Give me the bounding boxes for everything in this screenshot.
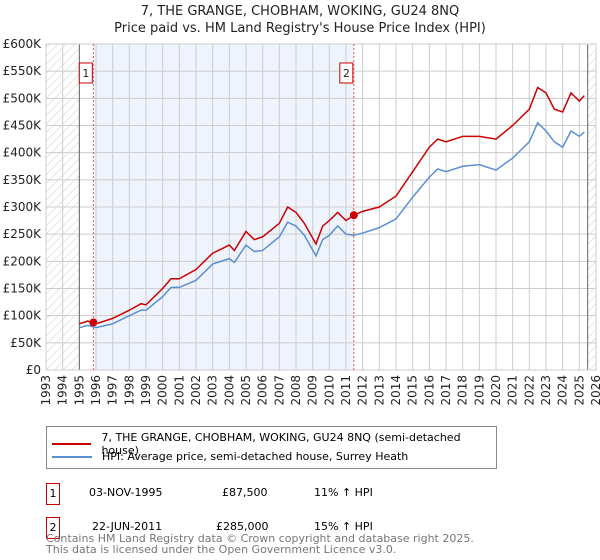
sale-hpi: 15% ↑ HPI <box>314 520 373 533</box>
x-tick-label: 1994 <box>56 375 70 406</box>
y-tick-label: £150K <box>3 282 43 296</box>
sale-point <box>349 211 358 220</box>
x-tick-label: 1998 <box>122 375 136 406</box>
x-tick-label: 2010 <box>322 375 336 406</box>
legend-label: 7, THE GRANGE, CHOBHAM, WOKING, GU24 8NQ… <box>101 431 461 457</box>
footer: Contains HM Land Registry data © Crown c… <box>46 533 474 555</box>
x-tick-label: 2022 <box>522 375 536 406</box>
x-tick-label: 2012 <box>356 375 370 406</box>
x-tick-label: 2015 <box>406 375 420 406</box>
x-tick-label: 2009 <box>306 375 320 406</box>
sale-date: 03-NOV-1995 <box>89 486 163 499</box>
sale-row: 2 22-JUN-2011 £285,000 15% ↑ HPI <box>46 517 446 539</box>
sale-point <box>89 318 98 327</box>
x-tick-label: 2013 <box>372 375 386 406</box>
x-tick-label: 2002 <box>189 375 203 406</box>
legend-item-hpi: HPI: Average price, semi-detached house,… <box>52 450 408 463</box>
chart-subtitle: Price paid vs. HM Land Registry's House … <box>114 21 486 36</box>
y-tick-label: £550K <box>3 64 43 78</box>
sale-hpi: 11% ↑ HPI <box>314 486 373 499</box>
footer-line: Contains HM Land Registry data © Crown c… <box>46 532 474 545</box>
y-tick-label: £500K <box>3 91 43 105</box>
y-tick-label: £400K <box>3 146 43 160</box>
x-tick-label: 2023 <box>539 375 553 406</box>
x-tick-label: 2000 <box>156 375 170 406</box>
sale-badge: 1 <box>46 483 60 505</box>
y-tick-label: £600K <box>3 37 43 51</box>
x-tick-label: 2008 <box>289 375 303 406</box>
y-tick-label: £100K <box>3 309 43 323</box>
sale-price: £285,000 <box>216 520 269 533</box>
x-tick-label: 2017 <box>439 375 453 406</box>
x-tick-label: 2011 <box>339 375 353 406</box>
sale-price: £87,500 <box>222 486 268 499</box>
x-tick-label: 2021 <box>506 375 520 406</box>
chart-title: 7, THE GRANGE, CHOBHAM, WOKING, GU24 8NQ <box>140 4 460 19</box>
x-tick-label: 2020 <box>489 375 503 406</box>
x-tick-label: 2003 <box>206 375 220 406</box>
legend: 7, THE GRANGE, CHOBHAM, WOKING, GU24 8NQ… <box>46 426 497 469</box>
x-tick-label: 2016 <box>422 375 436 406</box>
sale-badge: 2 <box>46 517 60 539</box>
x-tick-label: 2024 <box>556 375 570 406</box>
legend-item-property: 7, THE GRANGE, CHOBHAM, WOKING, GU24 8NQ… <box>52 431 496 457</box>
y-tick-label: £250K <box>3 227 43 241</box>
legend-swatch-red <box>52 443 92 445</box>
x-tick-label: 2006 <box>256 375 270 406</box>
sale-row: 1 03-NOV-1995 £87,500 11% ↑ HPI <box>46 483 446 505</box>
y-tick-label: £300K <box>3 200 43 214</box>
sale-label-box <box>78 62 93 84</box>
x-tick-label: 2025 <box>572 375 586 406</box>
y-tick-label: £350K <box>3 173 43 187</box>
x-tick-label: 1999 <box>139 375 153 406</box>
legend-swatch-blue <box>52 455 92 458</box>
x-tick-label: 1996 <box>89 375 103 406</box>
x-tick-label: 2026 <box>589 375 600 406</box>
x-tick-label: 2001 <box>172 375 186 406</box>
plot-border <box>45 43 597 371</box>
legend-label: HPI: Average price, semi-detached house,… <box>102 450 409 463</box>
y-tick-label: £0 <box>26 363 41 377</box>
x-tick-label: 2007 <box>272 375 286 406</box>
sale-date: 22-JUN-2011 <box>92 520 163 533</box>
x-tick-label: 2019 <box>472 375 486 406</box>
y-tick-label: £450K <box>3 119 43 133</box>
y-tick-label: £200K <box>3 254 43 268</box>
sale-label: 1 <box>82 67 89 80</box>
hpi-line <box>79 121 585 329</box>
y-tick-label: £50K <box>10 336 42 350</box>
x-tick-label: 2004 <box>222 375 236 406</box>
price-paid-line <box>79 86 585 325</box>
plot-area: 1993 1994 1995 1996 1997 1998 1999 2000 2001 2002… <box>3 37 600 406</box>
x-tick-label: 2014 <box>389 375 403 406</box>
sale-label: 2 <box>343 67 350 80</box>
x-tick-label: 1993 <box>39 375 53 406</box>
x-tick-label: 1995 <box>72 375 86 406</box>
sale-label-box <box>339 62 354 84</box>
footer-line: This data is licensed under the Open Gov… <box>46 543 397 556</box>
x-tick-label: 2005 <box>239 375 253 406</box>
x-tick-label: 2018 <box>456 375 470 406</box>
x-tick-label: 1997 <box>106 375 120 406</box>
